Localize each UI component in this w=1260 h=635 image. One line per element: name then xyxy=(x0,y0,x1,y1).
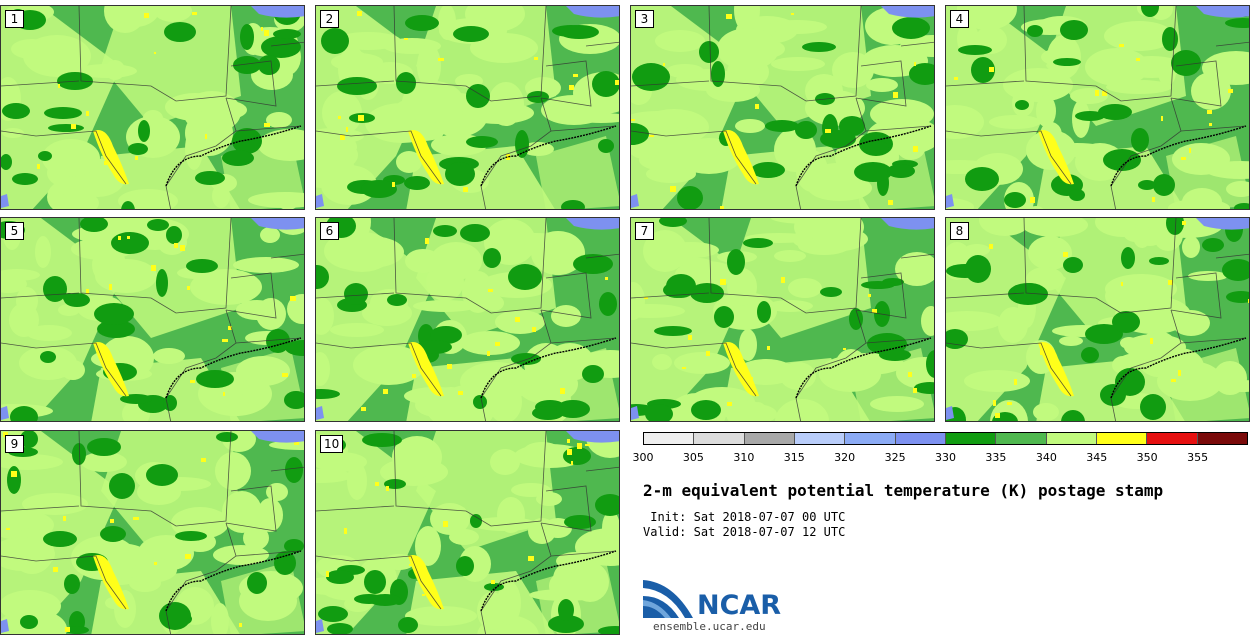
colorbar-segment xyxy=(945,433,997,444)
colorbar-tick-label: 310 xyxy=(733,451,755,464)
colorbar-tick-label: 340 xyxy=(1035,451,1057,464)
colorbar-segment xyxy=(895,433,946,444)
member-number-label: 8 xyxy=(950,222,969,240)
ensemble-member-map: 4 xyxy=(945,5,1250,210)
ensemble-member-map: 3 xyxy=(630,5,935,210)
colorbar-tick-label: 320 xyxy=(834,451,856,464)
valid-value: Sat 2018-07-07 12 UTC xyxy=(693,525,846,539)
colorbar-tick-label: 355 xyxy=(1187,451,1209,464)
colorbar-tick-label: 350 xyxy=(1136,451,1158,464)
member-number-label: 3 xyxy=(635,10,654,28)
colorbar-segment xyxy=(996,433,1047,444)
member-number-label: 10 xyxy=(320,435,344,453)
ncar-logo-icon xyxy=(643,580,693,618)
ensemble-member-map: 6 xyxy=(315,217,620,422)
member-number-label: 4 xyxy=(950,10,969,28)
ensemble-member-map: 7 xyxy=(630,217,935,422)
colorbar-tick-label: 335 xyxy=(985,451,1007,464)
colorbar-tick-label: 315 xyxy=(783,451,805,464)
colorbar-segment xyxy=(794,433,846,444)
colorbar-tick-label: 345 xyxy=(1086,451,1108,464)
colorbar-segment xyxy=(845,433,896,444)
ensemble-member-map: 9 xyxy=(0,430,305,635)
plot-title: 2-m equivalent potential temperature (K)… xyxy=(643,481,1164,500)
colorbar-tick-label: 325 xyxy=(884,451,906,464)
colorbar-segment xyxy=(1197,433,1247,444)
colorbar-segment xyxy=(1046,433,1097,444)
member-number-label: 9 xyxy=(5,435,24,453)
ensemble-member-map: 8 xyxy=(945,217,1250,422)
ensemble-member-map: 2 xyxy=(315,5,620,210)
ncar-logo-text: NCAR xyxy=(697,590,782,621)
member-number-label: 2 xyxy=(320,10,339,28)
colorbar-segment xyxy=(644,433,695,444)
ensemble-member-map: 5 xyxy=(0,217,305,422)
member-number-label: 5 xyxy=(5,222,24,240)
colorbar-segment xyxy=(1096,433,1148,444)
init-time: Init: Sat 2018-07-07 00 UTC xyxy=(643,510,845,524)
member-number-label: 6 xyxy=(320,222,339,240)
member-number-label: 1 xyxy=(5,10,24,28)
colorbar xyxy=(643,432,1248,445)
colorbar-tick-label: 300 xyxy=(632,451,654,464)
colorbar-segment xyxy=(744,433,795,444)
valid-time: Valid: Sat 2018-07-07 12 UTC xyxy=(643,525,845,539)
init-label: Init: xyxy=(650,510,687,524)
colorbar-tick-label: 305 xyxy=(682,451,704,464)
member-number-label: 7 xyxy=(635,222,654,240)
ensemble-member-map: 1 xyxy=(0,5,305,210)
ncar-url: ensemble.ucar.edu xyxy=(653,620,766,633)
colorbar-segment xyxy=(1147,433,1198,444)
colorbar-segment xyxy=(694,433,745,444)
colorbar-tick-label: 330 xyxy=(935,451,956,464)
valid-label: Valid: xyxy=(643,525,687,539)
ensemble-member-map: 10 xyxy=(315,430,620,635)
init-value: Sat 2018-07-07 00 UTC xyxy=(693,510,846,524)
